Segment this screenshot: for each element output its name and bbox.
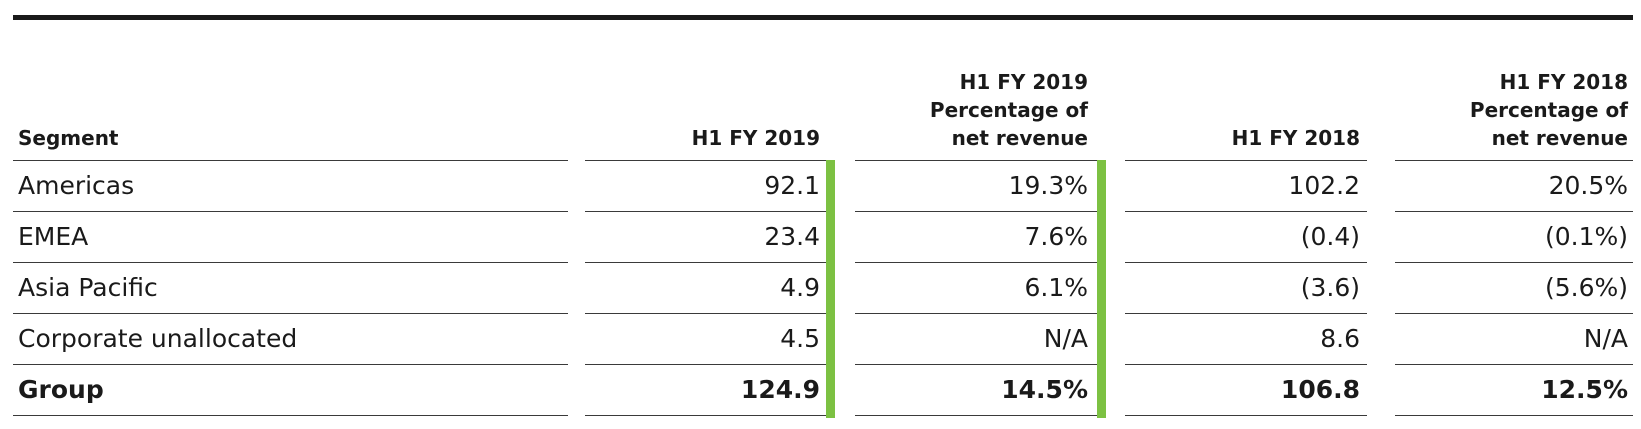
row-rule <box>855 160 1097 161</box>
header-h1-fy2019: H1 FY 2019 <box>691 126 820 150</box>
row-rule <box>855 415 1097 416</box>
header-segment: Segment <box>18 126 119 150</box>
header-h1-fy2018-pct-line3: net revenue <box>1491 126 1628 150</box>
cell-segment: Group <box>18 375 104 404</box>
row-rule <box>13 415 568 416</box>
row-rule <box>1395 160 1633 161</box>
row-rule <box>585 160 826 161</box>
cell-segment: Corporate unallocated <box>18 324 298 353</box>
row-rule <box>585 415 826 416</box>
header-h1-fy2019-pct-line1: H1 FY 2019 <box>959 70 1088 94</box>
cell-c2: 19.3% <box>1008 171 1088 200</box>
row-rule <box>1395 262 1633 263</box>
row-rule <box>1395 211 1633 212</box>
cell-c1: 4.5 <box>780 324 820 353</box>
header-h1-fy2018-pct: H1 FY 2018 Percentage of net revenue <box>1370 68 1628 152</box>
cell-c3: (3.6) <box>1300 273 1360 302</box>
cell-segment: Americas <box>18 171 135 200</box>
header-h1-fy2018-pct-line2: Percentage of <box>1469 98 1628 122</box>
cell-c2: N/A <box>1043 324 1088 353</box>
row-rule <box>855 364 1097 365</box>
cell-c3: 8.6 <box>1320 324 1360 353</box>
row-rule <box>855 262 1097 263</box>
row-rule <box>1125 313 1367 314</box>
cell-c2: 14.5% <box>1001 375 1088 404</box>
cell-c4: (0.1%) <box>1544 222 1628 251</box>
cell-c1: 92.1 <box>764 171 820 200</box>
row-rule <box>1125 211 1367 212</box>
row-rule <box>1125 160 1367 161</box>
cell-c1: 23.4 <box>764 222 820 251</box>
row-rule <box>13 262 568 263</box>
cell-c4: 12.5% <box>1541 375 1628 404</box>
cell-c3: 106.8 <box>1280 375 1360 404</box>
row-rule <box>1125 364 1367 365</box>
top-rule <box>13 15 1633 20</box>
header-h1-fy2019-pct-line3: net revenue <box>951 126 1088 150</box>
cell-segment: EMEA <box>18 222 89 251</box>
row-rule <box>1395 364 1633 365</box>
header-h1-fy2019-pct-line2: Percentage of <box>929 98 1088 122</box>
header-h1-fy2018-pct-line1: H1 FY 2018 <box>1499 70 1628 94</box>
cell-c2: 7.6% <box>1024 222 1088 251</box>
accent-bar-col2 <box>1097 160 1106 418</box>
row-rule <box>1125 262 1367 263</box>
cell-c4: 20.5% <box>1548 171 1628 200</box>
cell-segment: Asia Pacific <box>18 273 158 302</box>
cell-c3: 102.2 <box>1288 171 1360 200</box>
cell-c1: 4.9 <box>780 273 820 302</box>
header-h1-fy2018: H1 FY 2018 <box>1231 126 1360 150</box>
row-rule <box>585 262 826 263</box>
accent-bar-col1 <box>826 160 835 418</box>
row-rule <box>13 313 568 314</box>
row-rule <box>855 313 1097 314</box>
cell-c1: 124.9 <box>740 375 820 404</box>
row-rule <box>585 211 826 212</box>
row-rule <box>1395 313 1633 314</box>
cell-c3: (0.4) <box>1300 222 1360 251</box>
row-rule <box>13 211 568 212</box>
cell-c4: (5.6%) <box>1544 273 1628 302</box>
cell-c2: 6.1% <box>1024 273 1088 302</box>
row-rule <box>585 313 826 314</box>
row-rule <box>585 364 826 365</box>
row-rule <box>1125 415 1367 416</box>
row-rule <box>1395 415 1633 416</box>
row-rule <box>13 364 568 365</box>
row-rule <box>13 160 568 161</box>
cell-c4: N/A <box>1583 324 1628 353</box>
row-rule <box>855 211 1097 212</box>
header-h1-fy2019-pct: H1 FY 2019 Percentage of net revenue <box>830 68 1088 152</box>
